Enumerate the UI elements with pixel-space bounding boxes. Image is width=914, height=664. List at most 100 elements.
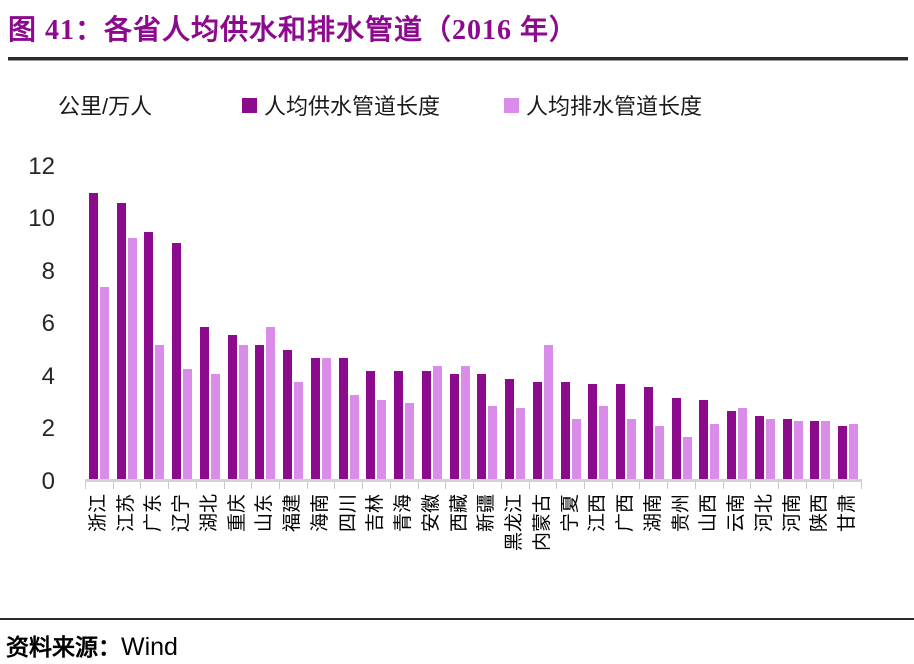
bar-group-6 [224,167,252,479]
x-axis-tick-row [85,482,862,489]
legend-item-supply[interactable]: 人均供水管道长度 [242,89,440,121]
x-tick [334,482,362,489]
bar-group-14 [446,167,474,479]
x-label-cell-19: 江西 [585,489,613,605]
bar-drainage-26 [793,421,803,479]
bar-drainage-12 [405,403,415,479]
figure-header: 图 41：各省人均供水和排水管道（2016 年） [0,0,914,61]
x-label-cell-15: 新疆 [474,489,502,605]
x-tick [417,482,446,489]
x-tick [445,482,473,489]
x-label-cell-16: 黑龙江 [501,489,529,605]
bar-drainage-18 [571,419,581,479]
source-value: Wind [121,633,178,661]
x-label-11: 吉林 [365,494,387,533]
x-label-cell-10: 四川 [335,489,363,605]
bar-supply-24 [727,411,737,479]
bar-supply-19 [588,384,598,479]
bar-group-3 [141,167,169,479]
footer-separator [0,618,914,620]
bar-drainage-5 [210,374,220,479]
bar-group-24 [723,167,751,479]
x-label-1: 浙江 [87,494,109,533]
bar-supply-15 [477,374,487,479]
legend-swatch-supply-icon [242,97,257,113]
bar-supply-23 [699,400,709,479]
x-label-4: 辽宁 [171,494,193,533]
x-label-cell-24: 云南 [723,489,751,605]
x-label-12: 青海 [393,494,415,533]
x-label-18: 宁夏 [559,494,581,533]
x-label-2: 江苏 [115,494,137,533]
bar-group-26 [779,167,807,479]
bar-group-21 [640,167,668,479]
x-label-15: 新疆 [476,494,498,533]
bar-group-5 [196,167,224,479]
x-label-cell-20: 广西 [612,489,640,605]
x-label-10: 四川 [337,494,359,533]
bar-group-10 [335,167,363,479]
x-tick [583,482,612,489]
bar-supply-21 [643,387,653,479]
bar-supply-22 [671,398,681,479]
x-label-cell-9: 海南 [307,489,335,605]
x-label-9: 海南 [309,494,331,533]
bar-group-15 [474,167,502,479]
bar-drainage-17 [543,345,553,479]
x-label-26: 河南 [781,494,803,533]
bar-drainage-25 [765,419,775,479]
x-label-cell-8: 福建 [279,489,307,605]
bar-supply-2 [116,203,126,479]
bar-drainage-19 [599,406,609,479]
bar-drainage-10 [349,395,359,479]
plot-area [85,167,862,482]
x-tick [473,482,501,489]
x-tick [722,482,751,489]
x-tick [140,482,168,489]
legend-item-drainage[interactable]: 人均排水管道长度 [504,89,702,121]
x-tick [362,482,390,489]
bar-drainage-28 [849,424,859,479]
x-label-5: 湖北 [198,494,220,533]
bar-supply-7 [255,345,265,479]
x-label-20: 广西 [615,494,637,533]
x-label-6: 重庆 [226,494,248,533]
title-separator [8,57,908,61]
x-label-cell-3: 广东 [141,489,169,605]
bar-supply-27 [810,421,820,479]
x-label-cell-11: 吉林 [363,489,391,605]
bar-group-20 [612,167,640,479]
x-label-cell-6: 重庆 [224,489,252,605]
x-label-16: 黑龙江 [504,494,526,552]
bar-supply-16 [505,379,515,479]
x-label-cell-23: 山西 [696,489,724,605]
bar-group-12 [390,167,418,479]
x-tick [833,482,861,489]
bar-supply-18 [560,382,570,479]
x-tick [777,482,806,489]
bar-supply-25 [754,416,764,479]
bar-drainage-3 [155,345,165,479]
x-label-cell-12: 青海 [390,489,418,605]
x-tick [750,482,778,489]
x-label-23: 山西 [698,494,720,533]
bar-group-19 [585,167,613,479]
x-label-cell-26: 河南 [779,489,807,605]
x-tick [805,482,834,489]
bar-group-9 [307,167,335,479]
y-tick-label-4: 4 [41,363,55,390]
bar-supply-3 [144,232,154,479]
x-label-cell-22: 贵州 [668,489,696,605]
x-tick [279,482,307,489]
bar-group-28 [834,167,862,479]
bar-drainage-23 [710,424,720,479]
x-label-21: 湖南 [642,494,664,533]
bar-group-23 [696,167,724,479]
bar-drainage-4 [183,369,193,479]
x-tick [556,482,584,489]
bar-group-4 [168,167,196,479]
bar-drainage-8 [294,382,304,479]
bar-drainage-15 [488,406,498,479]
bar-supply-9 [310,358,320,479]
x-label-cell-18: 宁夏 [557,489,585,605]
